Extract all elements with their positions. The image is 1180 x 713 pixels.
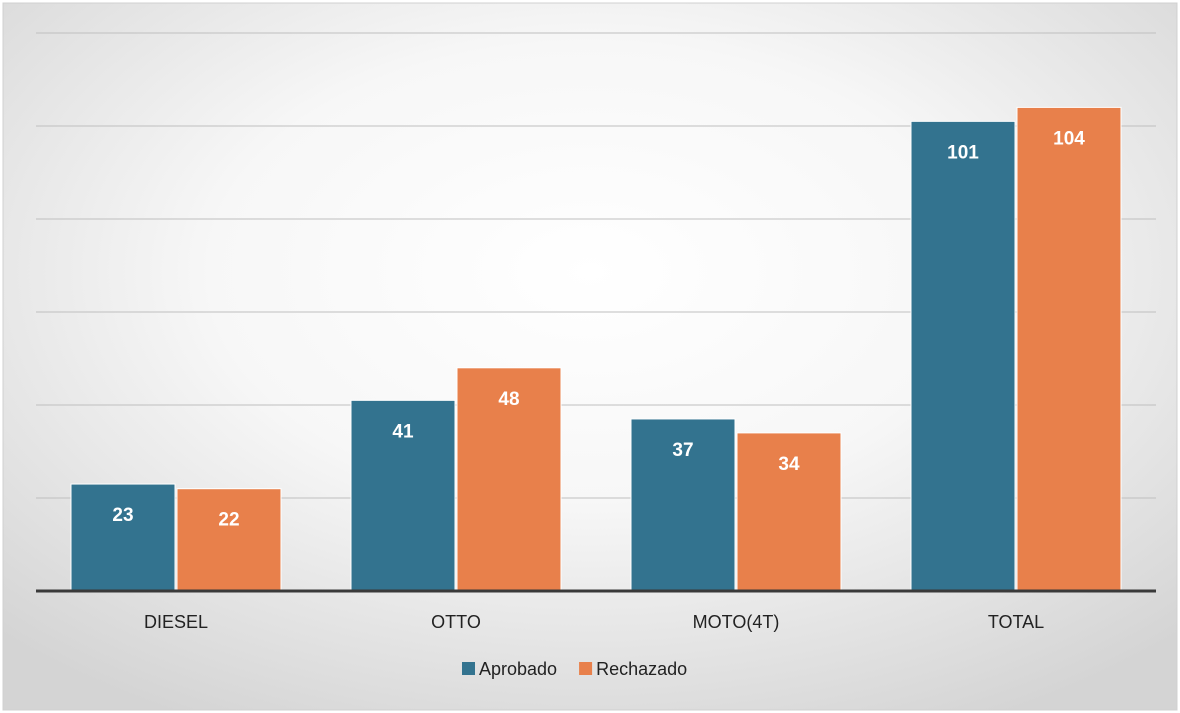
bar-otto-rechazado bbox=[456, 367, 562, 592]
bar-total-aprobado bbox=[910, 120, 1016, 592]
legend-swatch-rechazado bbox=[579, 662, 593, 675]
bar-diesel-rechazado bbox=[176, 488, 282, 592]
x-tick-label: DIESEL bbox=[144, 612, 208, 632]
x-tick-label: OTTO bbox=[431, 612, 481, 632]
data-label-moto-4t-aprobado: 37 bbox=[672, 440, 693, 461]
bar-moto-4t-aprobado bbox=[630, 418, 736, 592]
x-tick-label: TOTAL bbox=[988, 612, 1044, 632]
bars bbox=[70, 106, 1122, 592]
bar-moto-4t-rechazado bbox=[736, 432, 842, 592]
data-label-diesel-aprobado: 23 bbox=[112, 505, 133, 526]
legend: Aprobado Rechazado bbox=[462, 659, 687, 679]
data-label-total-rechazado: 104 bbox=[1053, 128, 1085, 149]
data-labels: 23 22 41 48 37 34 101 104 bbox=[112, 128, 1085, 530]
data-label-otto-aprobado: 41 bbox=[392, 421, 414, 442]
bar-diesel-aprobado bbox=[70, 483, 176, 592]
data-label-moto-4t-rechazado: 34 bbox=[778, 454, 800, 475]
data-label-total-aprobado: 101 bbox=[947, 142, 979, 163]
legend-label-rechazado: Rechazado bbox=[596, 659, 687, 679]
x-tick-label: MOTO(4T) bbox=[693, 612, 780, 632]
legend-label-aprobado: Aprobado bbox=[479, 659, 557, 679]
data-label-otto-rechazado: 48 bbox=[498, 389, 519, 410]
x-axis: DIESEL OTTO MOTO(4T) TOTAL bbox=[36, 589, 1156, 632]
legend-swatch-aprobado bbox=[462, 662, 475, 675]
data-label-diesel-rechazado: 22 bbox=[218, 510, 239, 531]
bar-total-rechazado bbox=[1016, 106, 1122, 592]
bar-otto-aprobado bbox=[350, 399, 456, 592]
